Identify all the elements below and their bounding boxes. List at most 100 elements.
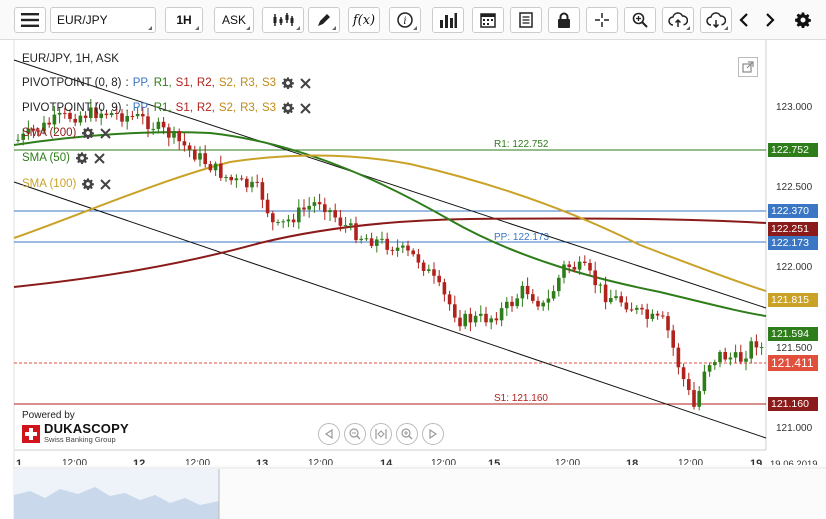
chart-type-button[interactable]	[262, 7, 304, 33]
pp-price-badge: 122.173	[768, 236, 818, 250]
dropdown-caret-icon	[195, 26, 199, 30]
candle-body	[395, 247, 400, 251]
last-price-badge: 121.411	[768, 355, 818, 371]
powered-by-logo[interactable]: Powered by DUKASCOPY Swiss Banking Group	[22, 410, 129, 444]
sma200-close-icon[interactable]	[100, 127, 112, 139]
download-button[interactable]	[700, 7, 732, 33]
crosshair-button[interactable]	[586, 7, 618, 33]
candle-body	[520, 285, 525, 299]
candle-body	[109, 113, 114, 116]
candle-body	[271, 213, 275, 223]
upload-button[interactable]	[662, 7, 694, 33]
candle-body	[401, 245, 405, 248]
legend-pivot-2[interactable]: PIVOTPOINT (0, 9) : PP, R1, S1, R2, S2, …	[22, 102, 311, 114]
triangle-left-icon	[324, 429, 333, 439]
candle-body	[718, 351, 722, 363]
pivot2-settings-icon[interactable]	[282, 102, 295, 114]
zoom-button[interactable]	[624, 7, 656, 33]
current-date-label: 19.06.2019	[770, 459, 818, 470]
gear-icon	[795, 12, 811, 28]
candle-body	[635, 307, 639, 310]
pivot1-name: PIVOTPOINT (0, 8)	[22, 77, 122, 89]
candle-body	[473, 315, 478, 323]
dropdown-caret-icon	[413, 26, 417, 30]
report-button[interactable]	[510, 7, 542, 33]
dropdown-caret-icon	[686, 26, 690, 30]
legend-sma200[interactable]: SMA (200)	[22, 127, 112, 139]
time-label: 12:00	[308, 458, 334, 469]
indicators-button[interactable]: f(x)	[348, 7, 380, 33]
candle-body	[385, 238, 389, 250]
price-chart[interactable]	[0, 40, 826, 519]
nav-back-button[interactable]	[318, 423, 340, 445]
candle-body	[463, 313, 467, 327]
lock-button[interactable]	[548, 7, 580, 33]
price-tick: 122.500	[776, 182, 813, 193]
candle-body	[57, 112, 62, 115]
sma200-settings-icon[interactable]	[82, 127, 95, 139]
hamburger-icon	[21, 13, 39, 27]
settings-button[interactable]	[790, 7, 816, 33]
candle-body	[447, 294, 452, 305]
pivot1-settings-icon[interactable]	[282, 77, 295, 89]
pivot1-close-icon[interactable]	[300, 77, 311, 89]
pivot-s1-label: S1,	[175, 102, 193, 114]
channel-lower-line	[13, 181, 767, 439]
brand-subtitle: Swiss Banking Group	[44, 435, 116, 444]
candle-body	[307, 205, 311, 210]
draw-tool-button[interactable]	[308, 7, 340, 33]
side-label: ASK	[221, 13, 246, 27]
symbol-selector[interactable]: EUR/JPY	[50, 7, 156, 33]
candle-body	[354, 223, 358, 241]
scroll-right-button[interactable]	[758, 7, 782, 33]
zoom-in-button[interactable]	[396, 423, 418, 445]
candle-body	[323, 204, 327, 213]
cloud-upload-icon	[668, 12, 688, 27]
candle-body	[411, 250, 415, 255]
legend-pivot-1[interactable]: PIVOTPOINT (0, 8) : PP, R1, S1, R2, S2, …	[22, 77, 311, 89]
detach-chart-button[interactable]	[738, 57, 758, 77]
fit-button[interactable]	[370, 423, 392, 445]
sma100-label: SMA (100)	[22, 178, 77, 190]
candle-body	[609, 298, 613, 303]
document-icon	[519, 12, 533, 28]
crosshair-icon	[595, 13, 609, 27]
legend-sma100[interactable]: SMA (100)	[22, 178, 112, 190]
pencil-icon	[318, 14, 330, 26]
side-selector[interactable]: ASK	[214, 7, 254, 33]
chart-area[interactable]: EUR/JPY, 1H, ASK PIVOTPOINT (0, 8) : PP,…	[0, 40, 826, 519]
menu-button[interactable]	[14, 7, 46, 33]
time-label: 12:00	[678, 458, 704, 469]
legend-sma50[interactable]: SMA (50)	[22, 152, 105, 164]
pivot-r3-label: R3,	[240, 77, 258, 89]
candle-body	[525, 285, 530, 295]
timeframe-selector[interactable]: 1H	[165, 7, 203, 33]
sma100-settings-icon[interactable]	[82, 178, 95, 190]
pivot2-close-icon[interactable]	[300, 102, 311, 114]
zoom-out-button[interactable]	[344, 423, 366, 445]
sma50-settings-icon[interactable]	[76, 152, 88, 164]
pivot-r1-label: R1,	[153, 102, 172, 114]
nav-forward-button[interactable]	[422, 423, 444, 445]
candle-body	[63, 112, 67, 114]
volume-button[interactable]	[432, 7, 464, 33]
candle-body	[536, 300, 540, 307]
candle-body	[177, 131, 181, 142]
candle-body	[312, 202, 317, 206]
candle-body	[78, 115, 83, 123]
calendar-button[interactable]	[472, 7, 504, 33]
chevron-left-icon	[739, 13, 748, 27]
candle-body	[239, 178, 244, 180]
info-icon: i	[397, 12, 413, 28]
candle-body	[733, 352, 738, 358]
candle-body	[640, 307, 644, 310]
candle-body	[359, 238, 363, 241]
sma100-close-icon[interactable]	[100, 178, 112, 190]
sma50-close-icon[interactable]	[94, 152, 105, 164]
pivot-s1-label: S1,	[175, 77, 193, 89]
navigator-overview[interactable]	[0, 465, 826, 519]
candle-body	[349, 223, 353, 226]
s1-price-badge: 121.160	[768, 397, 818, 411]
info-button[interactable]: i	[389, 7, 421, 33]
scroll-left-button[interactable]	[732, 7, 756, 33]
